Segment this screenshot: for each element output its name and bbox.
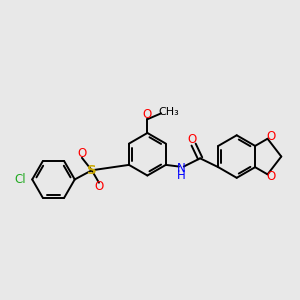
Text: H: H — [177, 169, 186, 182]
Text: N: N — [177, 162, 186, 175]
Text: Cl: Cl — [15, 173, 26, 186]
Text: CH₃: CH₃ — [158, 107, 179, 117]
Text: O: O — [142, 109, 152, 122]
Text: S: S — [87, 164, 97, 177]
Text: O: O — [94, 180, 104, 193]
Text: O: O — [266, 170, 275, 184]
Text: O: O — [77, 147, 87, 161]
Text: O: O — [188, 133, 197, 146]
Text: O: O — [266, 130, 275, 142]
